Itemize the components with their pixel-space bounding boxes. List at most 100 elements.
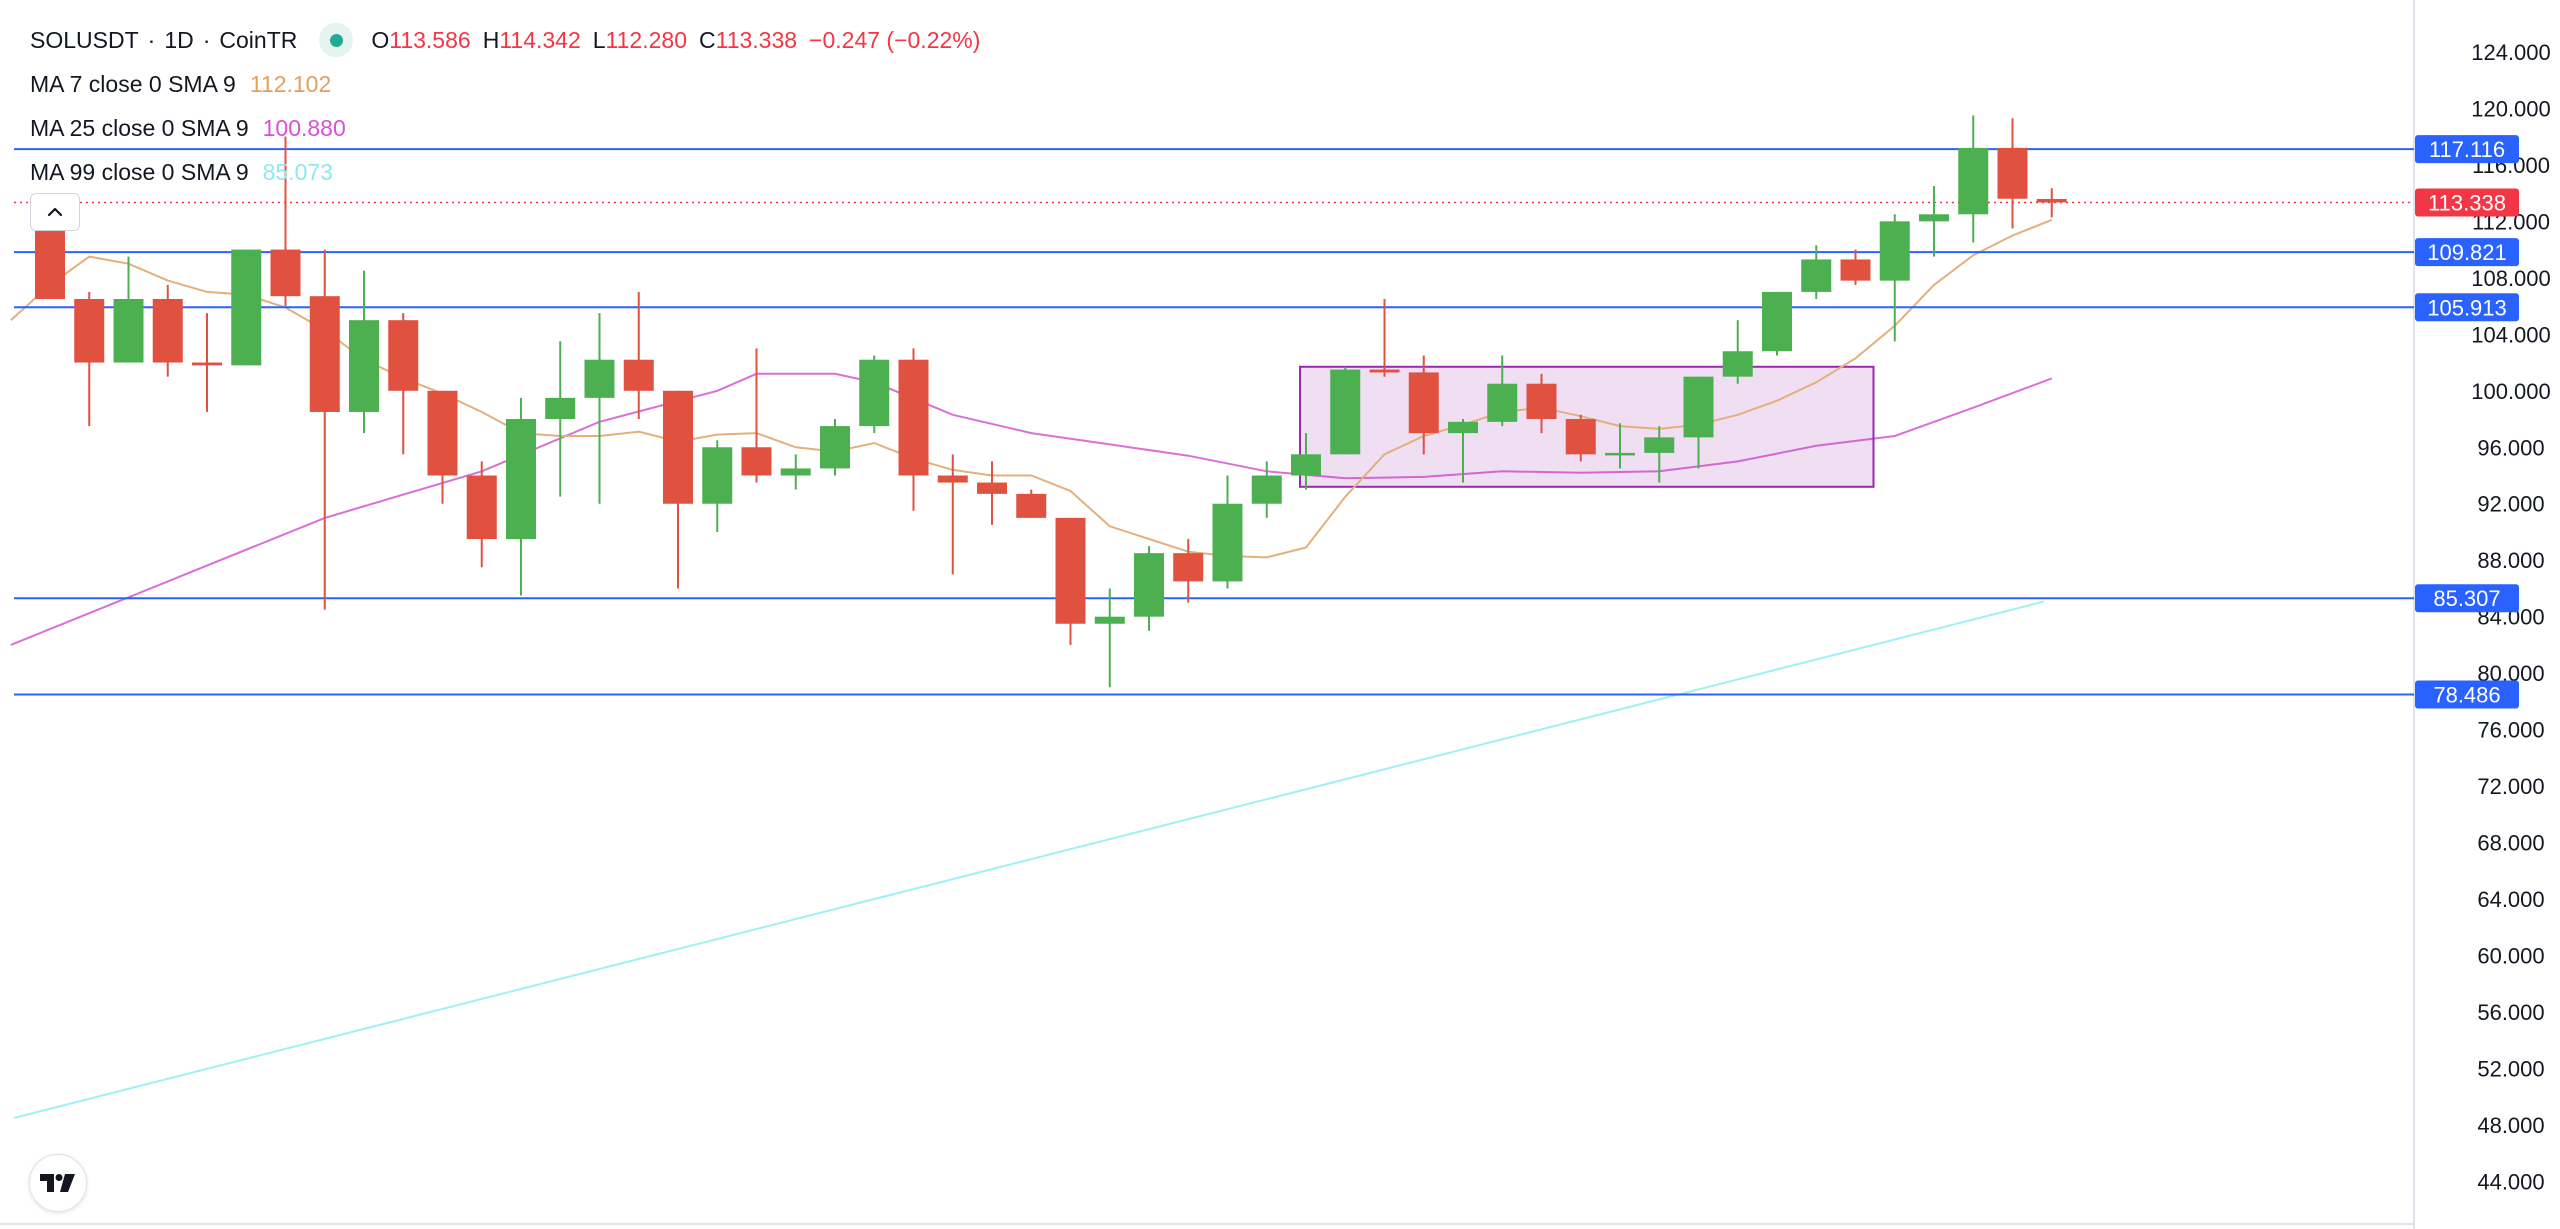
- candle-body: [427, 390, 458, 476]
- candle: [820, 419, 850, 476]
- candle-body: [1722, 351, 1753, 377]
- candle-body: [780, 468, 811, 476]
- price-axis-tick: 48.000: [2477, 1113, 2544, 1138]
- candle: [977, 461, 1007, 525]
- level-price-tag-text: 78.486: [2433, 683, 2500, 708]
- candle: [1448, 419, 1478, 483]
- candle: [466, 461, 497, 568]
- level-price-tag-bg: [2415, 293, 2519, 322]
- interval-label[interactable]: 1D: [164, 26, 194, 53]
- candle: [1722, 320, 1753, 384]
- candle: [702, 440, 733, 532]
- candle: [1016, 489, 1047, 518]
- level-price-tag-bg: [2415, 238, 2519, 267]
- candle-body: [1134, 553, 1164, 617]
- candle-body: [1683, 376, 1714, 438]
- price-axis-tick: 96.000: [2477, 435, 2544, 460]
- candle-body: [859, 359, 890, 427]
- level-price-tag: 78.486: [2415, 680, 2519, 709]
- candle: [1487, 355, 1518, 427]
- candle: [1997, 118, 2028, 229]
- candle: [2036, 188, 2067, 218]
- status-dot-icon: [319, 23, 354, 57]
- candle: [152, 284, 183, 377]
- candle-body: [1448, 421, 1478, 434]
- chevron-up-icon: [47, 207, 63, 217]
- price-tags-group: 117.116 109.821 105.913 85.307 78.486 113.338: [2415, 135, 2519, 709]
- symbol-name[interactable]: SOLUSDT: [30, 26, 139, 53]
- candle-body: [820, 426, 850, 469]
- candle-body: [1173, 553, 1204, 582]
- candle-body: [1291, 454, 1321, 476]
- candle-body: [466, 475, 497, 540]
- candle-body: [977, 482, 1007, 494]
- candle-body: [1330, 369, 1361, 455]
- candle: [1644, 426, 1675, 483]
- symbol-row: SOLUSDT · 1D · CoinTR O 113.586 H 114.34…: [30, 18, 992, 62]
- chart-legend: SOLUSDT · 1D · CoinTR O 113.586 H 114.34…: [30, 18, 992, 194]
- price-axis-tick: 64.000: [2477, 887, 2544, 912]
- candle: [898, 348, 929, 511]
- candle-body: [192, 362, 222, 366]
- level-price-tag-bg: [2415, 680, 2519, 709]
- candle: [388, 313, 419, 455]
- candle-body: [1487, 383, 1518, 422]
- candle: [780, 454, 811, 490]
- candle-body: [1251, 475, 1282, 504]
- price-axis-tick: 100.000: [2471, 379, 2551, 404]
- high-value: 114.342: [499, 26, 581, 53]
- last-price-tag: 113.338: [2415, 188, 2519, 217]
- candle-body: [309, 296, 340, 412]
- candle: [1330, 366, 1361, 455]
- candle: [1801, 245, 1832, 299]
- candle-body: [152, 299, 183, 363]
- candle-body: [1605, 452, 1635, 456]
- candle-body: [1408, 372, 1439, 434]
- candle: [1251, 461, 1282, 518]
- level-price-tag: 117.116: [2415, 135, 2519, 164]
- tradingview-logo-icon[interactable]: [29, 1154, 87, 1212]
- candle-body: [1016, 493, 1047, 518]
- last-price-tag-bg: [2415, 188, 2519, 217]
- candle-body: [1094, 616, 1125, 624]
- candle: [1094, 588, 1125, 688]
- candle: [937, 454, 968, 575]
- price-axis-tick: 108.000: [2471, 266, 2551, 291]
- indicator-value: 85.073: [262, 158, 333, 185]
- candle-body: [388, 320, 419, 391]
- candle-body: [349, 320, 379, 412]
- level-price-tag-text: 117.116: [2429, 137, 2505, 162]
- indicator-ma99-row[interactable]: MA 99 close 0 SMA 9 85.073: [30, 150, 992, 194]
- candle-body: [1369, 369, 1400, 373]
- candle: [1958, 115, 1989, 243]
- close-key: C: [698, 26, 716, 53]
- candle-body: [1055, 517, 1086, 624]
- tradingview-logo-glyph: [40, 1174, 75, 1192]
- indicator-ma25-row[interactable]: MA 25 close 0 SMA 9 100.880: [30, 106, 992, 150]
- exchange-label: CoinTR: [219, 26, 298, 53]
- separator: ·: [147, 26, 156, 53]
- indicator-label: MA 99 close 0 SMA 9: [30, 158, 249, 186]
- indicator-label: MA 25 close 0 SMA 9: [30, 114, 249, 141]
- collapse-legend-button[interactable]: [30, 193, 80, 231]
- open-key: O: [371, 26, 390, 53]
- candle: [1683, 376, 1714, 469]
- candle: [623, 291, 654, 420]
- candle-body: [1801, 259, 1832, 292]
- price-axis-group: 124.000120.000116.000112.000108.000104.0…: [2471, 40, 2551, 1195]
- level-price-tag-bg: [2415, 135, 2519, 164]
- candle: [1762, 291, 1792, 356]
- candle-body: [741, 447, 772, 476]
- candle: [1173, 539, 1204, 603]
- candle: [1879, 214, 1910, 342]
- high-key: H: [482, 26, 500, 53]
- candle-body: [270, 249, 301, 297]
- candle: [349, 270, 379, 434]
- candle-body: [702, 447, 733, 504]
- indicator-ma7-row[interactable]: MA 7 close 0 SMA 9 112.102: [30, 62, 992, 106]
- price-axis-tick: 52.000: [2477, 1057, 2544, 1082]
- price-axis-tick: 92.000: [2477, 492, 2544, 517]
- candle-body: [1565, 419, 1596, 455]
